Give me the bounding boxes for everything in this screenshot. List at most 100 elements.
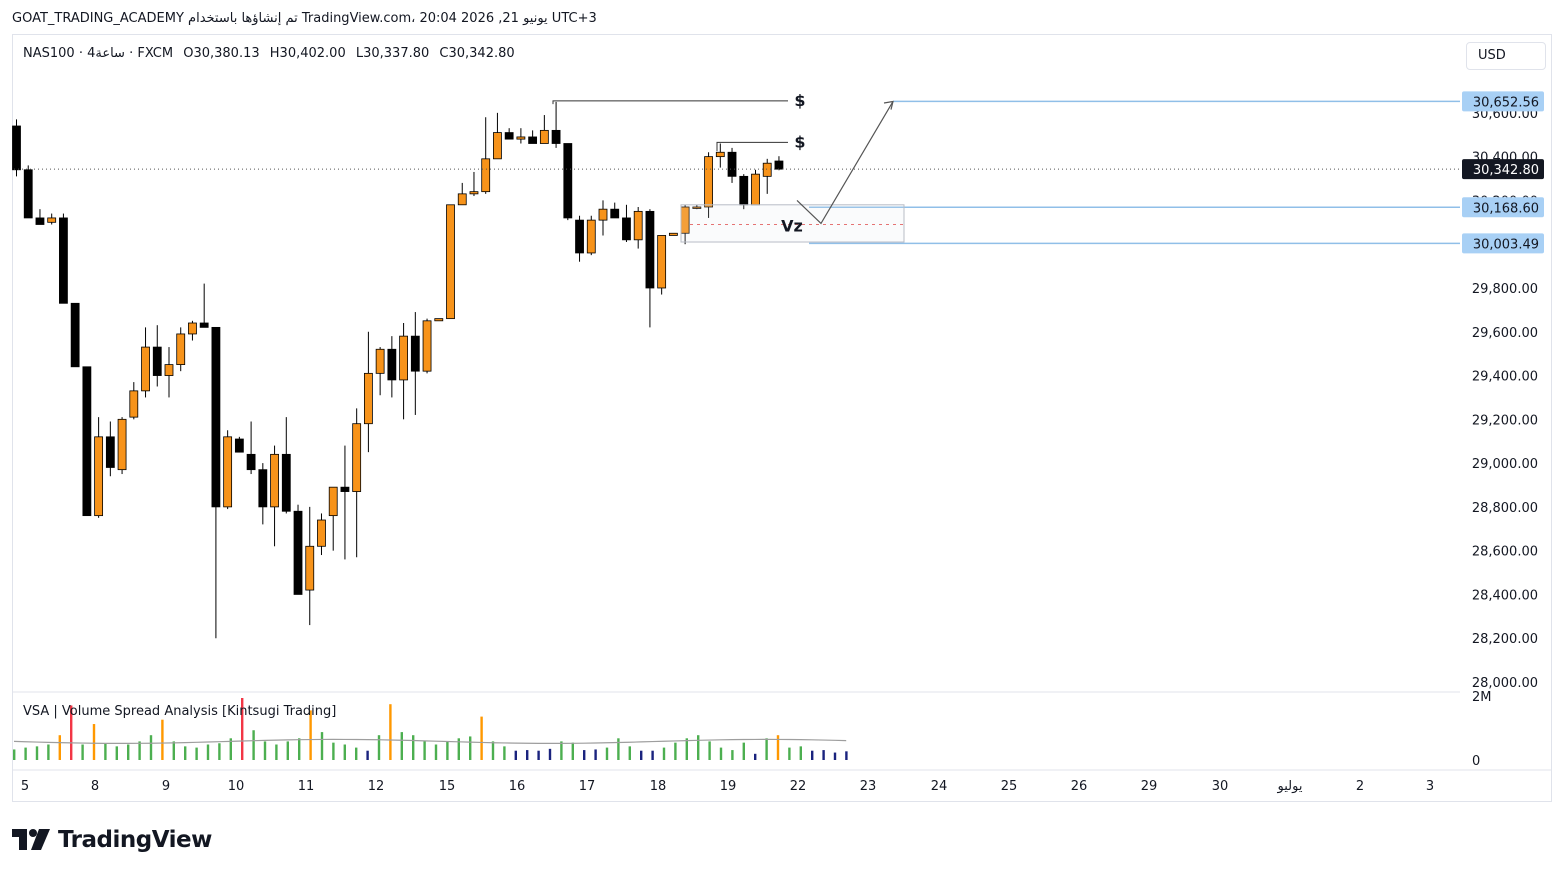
candle-body (739, 175, 749, 206)
candle (293, 504, 303, 595)
candle (657, 235, 667, 295)
candle-body (598, 208, 608, 221)
time-tick-label: 18 (650, 779, 667, 794)
candle-body (539, 129, 549, 144)
price-tag-bg (1462, 233, 1544, 254)
volume-bar (70, 705, 73, 760)
volume-tick-label: 0 (1472, 754, 1480, 769)
level-price-tag: 30,168.60 (1462, 197, 1544, 218)
volume-bar (195, 747, 198, 760)
candle (352, 408, 362, 558)
candle-body (35, 217, 45, 225)
candle-body (94, 436, 104, 517)
volume-bar (332, 742, 335, 760)
volume-bar (184, 746, 187, 760)
candle (539, 115, 549, 144)
time-tick-label: يوليو (1277, 779, 1303, 794)
annotation-label: $ (794, 91, 805, 110)
candle-body (352, 423, 362, 492)
candle (375, 347, 385, 396)
volume-bar (423, 741, 426, 760)
candle-body (176, 333, 186, 365)
price-tick-label: 28,200.00 (1472, 632, 1538, 647)
volume-bar (583, 750, 586, 760)
candle (704, 152, 713, 218)
volume-bar (685, 738, 688, 760)
candle (35, 209, 45, 225)
candle (434, 318, 444, 322)
volume-bar (127, 744, 130, 760)
candle (246, 421, 256, 475)
candle (645, 209, 655, 328)
volume-bar (708, 741, 711, 760)
volume-bar (776, 735, 780, 760)
volume-bar (469, 736, 472, 760)
annotation-label: $ (794, 132, 805, 151)
price-tag-label: 30,652.56 (1473, 95, 1539, 110)
time-axis: 5 8 9 10 11 12 15 16 17 18 19 22 23 24 25 26 29 30 يوليو 2 3 (13, 769, 1551, 794)
candle-body (457, 193, 467, 206)
volume-bar (35, 746, 39, 760)
candle-body (622, 217, 631, 241)
candle-body (211, 326, 221, 508)
volume-bar (822, 750, 825, 760)
tradingview-logo[interactable]: TradingView (12, 825, 212, 855)
volume-bar (309, 710, 312, 760)
candle (94, 417, 104, 518)
candle-body (610, 208, 620, 219)
candle-body (164, 364, 174, 376)
ohlc-close: C30,342.80 (439, 46, 515, 61)
candle (668, 232, 678, 236)
candle-body (387, 348, 397, 381)
candle (281, 417, 291, 514)
candle (399, 323, 408, 420)
volume-bar (742, 742, 745, 760)
volume-pane: 0 2M (13, 690, 1492, 769)
candle-body (82, 366, 92, 517)
time-tick-label: 11 (298, 779, 315, 794)
candle-body (715, 151, 725, 158)
price-tag-label: 30,003.49 (1473, 237, 1539, 252)
volume-bar (628, 746, 631, 760)
candle (387, 336, 397, 398)
volume-bar (389, 704, 392, 760)
candle-body (340, 486, 350, 492)
volume-bar (651, 750, 654, 760)
volume-bar (537, 750, 540, 760)
candle (762, 158, 772, 194)
indicator-label[interactable]: VSA | Volume Spread Analysis [Kintsugi T… (23, 704, 337, 719)
symbol-info: NAS100 · 4ساعة · FXCM O30,380.13 H30,402… (23, 46, 521, 61)
candle-body (657, 235, 667, 289)
candle (317, 513, 326, 556)
time-tick-label: 30 (1212, 779, 1229, 794)
candle (270, 445, 279, 547)
candle (516, 128, 526, 144)
volume-bar (275, 744, 278, 760)
time-tick-label: 2 (1356, 779, 1364, 794)
chart-frame (12, 34, 1552, 802)
candle-body (281, 453, 291, 512)
ohlc-open: O30,380.13 (183, 46, 260, 61)
candle-body (528, 136, 538, 144)
candle-body (668, 232, 678, 236)
candle (469, 171, 479, 197)
candle (493, 112, 502, 160)
currency-button[interactable]: USD (1466, 42, 1546, 70)
volume-bar (343, 744, 346, 760)
volume-bar (640, 750, 643, 760)
volume-bar (298, 738, 301, 760)
candle (622, 204, 631, 243)
candle-body (117, 418, 127, 471)
candle-body (59, 217, 68, 304)
candle (715, 143, 725, 168)
candle (223, 430, 233, 510)
candle (12, 119, 21, 177)
volume-bar (138, 741, 141, 760)
volume-bar (13, 749, 16, 760)
price-tick-label: 28,600.00 (1472, 545, 1538, 560)
symbol-name[interactable]: NAS100 · 4ساعة · FXCM (23, 46, 174, 61)
volume-bar (480, 716, 483, 760)
volume-tick-label: 2M (1472, 690, 1492, 705)
candle (481, 117, 491, 194)
